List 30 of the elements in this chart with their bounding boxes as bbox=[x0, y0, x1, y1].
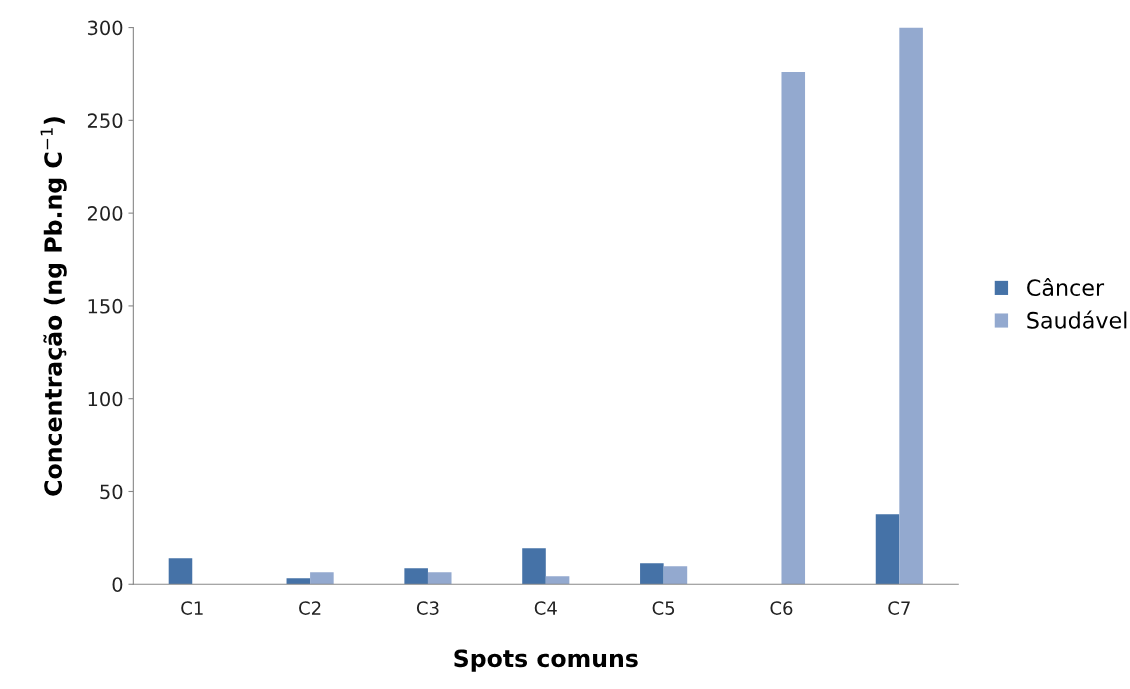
x-tick-label: C2 bbox=[299, 601, 321, 615]
bar bbox=[286, 578, 311, 585]
y-tick-label: 150 bbox=[88, 298, 123, 314]
bar bbox=[545, 576, 570, 585]
y-tick-label: 0 bbox=[112, 577, 123, 592]
y-tick-label: 250 bbox=[87, 113, 123, 129]
bar bbox=[899, 27, 923, 585]
x-tick-label: C3 bbox=[416, 601, 439, 615]
x-tick-label: C4 bbox=[534, 601, 557, 615]
y-tick-label: 300 bbox=[87, 20, 123, 36]
bar bbox=[427, 572, 452, 585]
x-axis-title: Spots comuns bbox=[454, 649, 638, 672]
y-tick-label: 50 bbox=[100, 484, 123, 500]
legend-label: Saudável bbox=[1027, 310, 1127, 329]
bar bbox=[522, 548, 546, 585]
bar bbox=[404, 568, 428, 585]
bar bbox=[310, 572, 334, 585]
bar bbox=[663, 566, 688, 585]
y-axis-title: Concentração (ng Pb.ng C$^{−1}$) bbox=[40, 117, 67, 496]
bar bbox=[781, 72, 806, 585]
bar bbox=[875, 514, 900, 585]
bar bbox=[640, 563, 664, 585]
bar bbox=[168, 558, 193, 585]
legend-label: Câncer bbox=[1027, 277, 1105, 297]
y-tick-label: 200 bbox=[87, 206, 123, 221]
x-tick-label: C1 bbox=[181, 601, 203, 615]
x-tick-label: C5 bbox=[652, 601, 675, 615]
y-tick-label: 100 bbox=[88, 391, 123, 407]
x-tick-label: C7 bbox=[888, 601, 910, 615]
x-tick-label: C6 bbox=[770, 601, 793, 615]
